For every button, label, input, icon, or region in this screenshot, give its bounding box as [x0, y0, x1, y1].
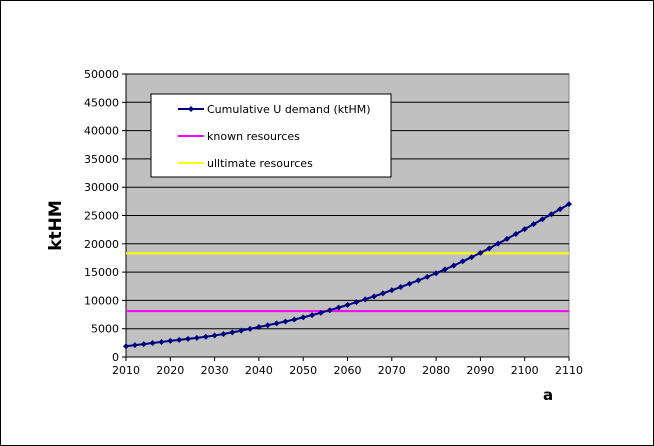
y-tick-label: 5000 — [91, 323, 119, 336]
demand-point — [255, 324, 262, 331]
demand-point — [158, 338, 165, 345]
demand-point — [371, 293, 378, 300]
demand-point — [202, 333, 209, 340]
x-tick-label: 2030 — [201, 364, 229, 377]
y-tick-label: 45000 — [84, 96, 119, 109]
demand-point — [185, 335, 192, 342]
demand-point — [397, 284, 404, 291]
y-tick-label: 20000 — [84, 238, 119, 251]
demand-point — [495, 240, 502, 247]
demand-point — [335, 304, 342, 311]
demand-point — [441, 266, 448, 273]
y-tick-label: 10000 — [84, 294, 119, 307]
demand-point — [424, 273, 431, 280]
demand-point — [450, 262, 457, 269]
x-axis-ticks: 2010 2020 2030 2040 2050 2060 2070 2080 2090 2100… — [112, 356, 583, 377]
x-tick-label: 2010 — [112, 364, 140, 377]
demand-point — [264, 322, 271, 329]
x-tick-label: 2070 — [378, 364, 406, 377]
x-tick-label: 2080 — [422, 364, 450, 377]
demand-point — [238, 327, 245, 334]
y-axis-ticks: 0 5000 10000 15000 20000 25000 30000 35000 40000… — [84, 68, 127, 364]
demand-point — [566, 201, 572, 208]
demand-point — [477, 249, 484, 256]
legend-label-demand: Cumulative U demand (ktHM) — [207, 103, 371, 116]
legend-marker-demand — [188, 106, 194, 112]
demand-point — [344, 301, 351, 308]
demand-point — [362, 296, 369, 303]
x-tick-label: 2110 — [555, 364, 583, 377]
demand-point — [220, 331, 227, 338]
y-tick-label: 25000 — [84, 210, 119, 223]
demand-point — [291, 316, 298, 323]
demand-point — [406, 280, 413, 287]
demand-point — [309, 312, 316, 319]
demand-point — [557, 206, 564, 213]
demand-point — [211, 332, 218, 339]
demand-point — [486, 245, 493, 252]
y-axis-title: ktHM — [46, 200, 66, 251]
demand-point — [388, 287, 395, 294]
demand-point — [123, 343, 129, 350]
x-axis-title: a — [543, 386, 553, 404]
demand-point — [521, 226, 528, 233]
legend-label-known: known resources — [207, 130, 300, 143]
y-tick-label: 15000 — [84, 266, 119, 279]
x-tick-label: 2060 — [334, 364, 362, 377]
y-tick-label: 30000 — [84, 181, 119, 194]
y-tick-label: 50000 — [84, 68, 119, 81]
demand-point — [131, 342, 138, 349]
demand-point — [317, 309, 324, 316]
demand-point — [149, 340, 156, 347]
x-tick-label: 2040 — [245, 364, 273, 377]
legend-label-ultimate: ulltimate resources — [207, 157, 313, 170]
demand-point — [282, 318, 289, 325]
demand-point — [326, 307, 333, 314]
x-tick-label: 2050 — [289, 364, 317, 377]
demand-point — [193, 334, 200, 341]
demand-point — [433, 270, 440, 277]
demand-point — [539, 216, 546, 223]
demand-point — [503, 235, 510, 242]
x-tick-label: 2090 — [466, 364, 494, 377]
y-tick-label: 35000 — [84, 153, 119, 166]
y-tick-label: 40000 — [84, 125, 119, 138]
demand-point — [548, 211, 555, 218]
demand-point — [176, 336, 183, 343]
demand-point — [273, 320, 280, 327]
demand-point — [247, 325, 254, 332]
demand-point — [353, 299, 360, 306]
demand-point — [229, 329, 236, 336]
y-tick-label: 0 — [112, 351, 119, 364]
gridlines — [126, 73, 569, 330]
x-tick-label: 2100 — [511, 364, 539, 377]
demand-point — [468, 254, 475, 261]
demand-point — [512, 230, 519, 237]
legend: Cumulative U demand (ktHM) known resourc… — [150, 93, 392, 178]
demand-point — [140, 341, 147, 348]
demand-point — [530, 221, 537, 228]
demand-point — [379, 290, 386, 297]
demand-point — [415, 277, 422, 284]
demand-point — [459, 258, 466, 265]
x-tick-label: 2020 — [156, 364, 184, 377]
series-group — [123, 201, 572, 350]
demand-point — [300, 314, 307, 321]
demand-point — [167, 337, 174, 344]
